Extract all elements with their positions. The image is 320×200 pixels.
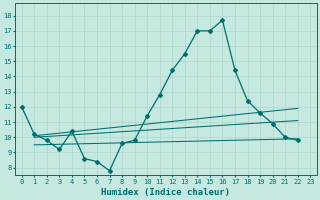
- X-axis label: Humidex (Indice chaleur): Humidex (Indice chaleur): [101, 188, 230, 197]
